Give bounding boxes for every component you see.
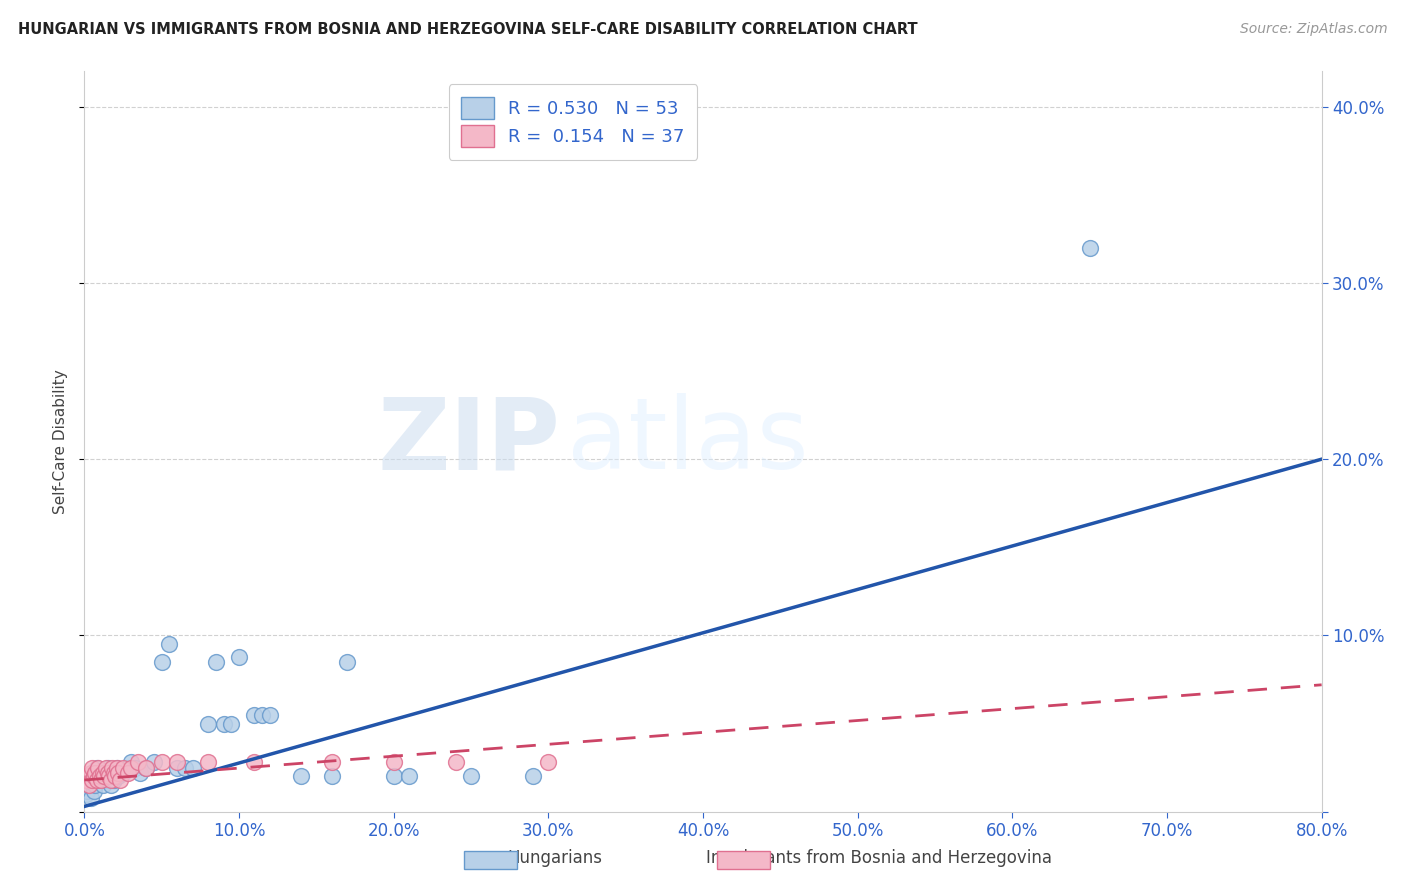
Point — [87, 761, 110, 775]
Point — [159, 637, 180, 651]
Point — [537, 756, 560, 770]
Text: Source: ZipAtlas.com: Source: ZipAtlas.com — [1240, 22, 1388, 37]
Point — [250, 707, 273, 722]
Point — [243, 756, 266, 770]
Point — [205, 655, 228, 669]
Point — [90, 766, 112, 780]
Point — [174, 761, 197, 775]
Point — [84, 778, 107, 792]
Point — [460, 769, 482, 783]
Point — [382, 756, 405, 770]
Point — [86, 772, 108, 787]
Point — [82, 772, 104, 787]
Point — [444, 756, 467, 770]
Point — [96, 761, 118, 775]
Point — [107, 769, 129, 783]
Text: HUNGARIAN VS IMMIGRANTS FROM BOSNIA AND HERZEGOVINA SELF-CARE DISABILITY CORRELA: HUNGARIAN VS IMMIGRANTS FROM BOSNIA AND … — [18, 22, 918, 37]
Point — [86, 761, 108, 775]
Point — [522, 769, 544, 783]
Point — [166, 756, 188, 770]
Point — [83, 769, 105, 783]
Point — [105, 761, 128, 775]
Point — [82, 772, 104, 787]
Point — [100, 778, 122, 792]
Point — [197, 716, 219, 731]
Point — [143, 756, 166, 770]
Point — [108, 772, 131, 787]
Point — [398, 769, 420, 783]
Point — [75, 772, 97, 787]
Point — [101, 761, 124, 775]
Text: Hungarians: Hungarians — [508, 849, 603, 867]
Point — [101, 766, 124, 780]
Point — [89, 772, 111, 787]
Point — [94, 772, 117, 787]
Point — [129, 766, 152, 780]
Point — [150, 756, 173, 770]
Point — [83, 766, 105, 780]
Point — [90, 772, 112, 787]
Point — [77, 778, 100, 792]
Point — [100, 772, 122, 787]
Point — [321, 756, 343, 770]
Point — [76, 783, 98, 797]
Point — [93, 769, 115, 783]
Point — [104, 769, 127, 783]
Point — [336, 655, 359, 669]
Point — [76, 769, 98, 783]
Point — [112, 766, 135, 780]
Point — [83, 783, 105, 797]
Point — [89, 769, 111, 783]
Point — [150, 655, 173, 669]
Point — [117, 761, 139, 775]
Point — [259, 707, 281, 722]
Point — [79, 766, 101, 780]
Point — [219, 716, 242, 731]
Point — [103, 766, 125, 780]
Point — [135, 761, 157, 775]
Point — [290, 769, 312, 783]
Point — [77, 778, 100, 792]
Point — [181, 761, 204, 775]
Point — [91, 766, 114, 780]
Point — [87, 769, 110, 783]
Point — [93, 769, 115, 783]
Point — [197, 756, 219, 770]
Point — [84, 766, 107, 780]
Point — [98, 769, 121, 783]
Point — [94, 761, 117, 775]
Point — [103, 772, 125, 787]
Point — [212, 716, 235, 731]
Point — [124, 761, 146, 775]
Point — [321, 769, 343, 783]
Point — [82, 769, 104, 783]
Point — [96, 766, 118, 780]
Point — [135, 761, 157, 775]
Point — [120, 761, 142, 775]
Point — [120, 756, 142, 770]
Point — [105, 761, 128, 775]
Point — [112, 761, 135, 775]
Point — [166, 761, 188, 775]
Text: ZIP: ZIP — [378, 393, 561, 490]
Point — [243, 707, 266, 722]
Point — [382, 769, 405, 783]
Point — [91, 778, 114, 792]
Point — [127, 756, 149, 770]
Point — [104, 769, 127, 783]
Point — [1078, 241, 1101, 255]
Text: Immigrants from Bosnia and Herzegovina: Immigrants from Bosnia and Herzegovina — [706, 849, 1052, 867]
Point — [107, 766, 129, 780]
Point — [98, 769, 121, 783]
Point — [117, 766, 139, 780]
Point — [79, 790, 101, 805]
Point — [86, 772, 108, 787]
Y-axis label: Self-Care Disability: Self-Care Disability — [53, 369, 69, 514]
Point — [75, 787, 97, 801]
Point — [228, 649, 250, 664]
Legend: R = 0.530   N = 53, R =  0.154   N = 37: R = 0.530 N = 53, R = 0.154 N = 37 — [449, 84, 697, 160]
Text: atlas: atlas — [567, 393, 808, 490]
Point — [82, 761, 104, 775]
